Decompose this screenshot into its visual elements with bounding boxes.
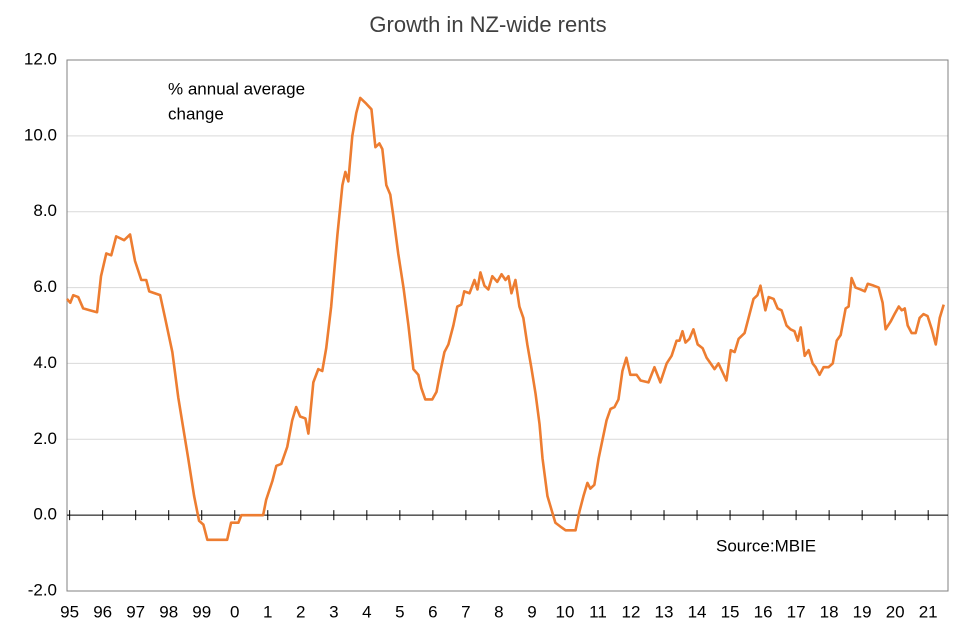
- x-tick-label: 2: [296, 602, 305, 621]
- y-tick-label: 4.0: [33, 353, 57, 372]
- plot-frame: [66, 59, 949, 592]
- x-tick-label: 14: [688, 602, 707, 621]
- chart-title: Growth in NZ-wide rents: [369, 12, 606, 37]
- annotation: change: [168, 104, 224, 123]
- x-tick-label: 15: [721, 602, 740, 621]
- x-tick-label: 99: [192, 602, 211, 621]
- x-tick-label: 1: [263, 602, 272, 621]
- x-tick-label: 8: [494, 602, 503, 621]
- x-tick-label: 17: [787, 602, 806, 621]
- source-note: Source:MBIE: [716, 536, 816, 555]
- y-tick-label: 6.0: [33, 277, 57, 296]
- x-tick-label: 96: [93, 602, 112, 621]
- annotation: % annual average: [168, 79, 305, 98]
- y-tick-label: 10.0: [24, 125, 57, 144]
- x-tick-label: 98: [159, 602, 178, 621]
- x-tick-label: 9: [527, 602, 536, 621]
- x-tick-label: 21: [919, 602, 938, 621]
- x-tick-label: 4: [362, 602, 371, 621]
- x-tick-label: 0: [230, 602, 239, 621]
- x-tick-label: 16: [754, 602, 773, 621]
- data-line: [66, 96, 945, 542]
- x-tick-label: 20: [886, 602, 905, 621]
- x-tick-label: 6: [428, 602, 437, 621]
- x-tick-label: 18: [820, 602, 839, 621]
- y-tick-label: 0.0: [33, 505, 57, 524]
- x-tick-label: 10: [555, 602, 574, 621]
- x-tick-label: 3: [329, 602, 338, 621]
- x-tick-label: 5: [395, 602, 404, 621]
- x-tick-label: 7: [461, 602, 470, 621]
- x-tick-label: 11: [589, 602, 607, 621]
- y-tick-label: 8.0: [33, 201, 57, 220]
- x-tick-label: 13: [655, 602, 674, 621]
- y-tick-label: 12.0: [24, 49, 57, 68]
- y-tick-label: -2.0: [28, 580, 57, 599]
- x-tick-label: 97: [126, 602, 145, 621]
- x-tick-label: 95: [60, 602, 79, 621]
- x-tick-label: 12: [622, 602, 641, 621]
- y-tick-label: 2.0: [33, 429, 57, 448]
- x-tick-label: 19: [853, 602, 872, 621]
